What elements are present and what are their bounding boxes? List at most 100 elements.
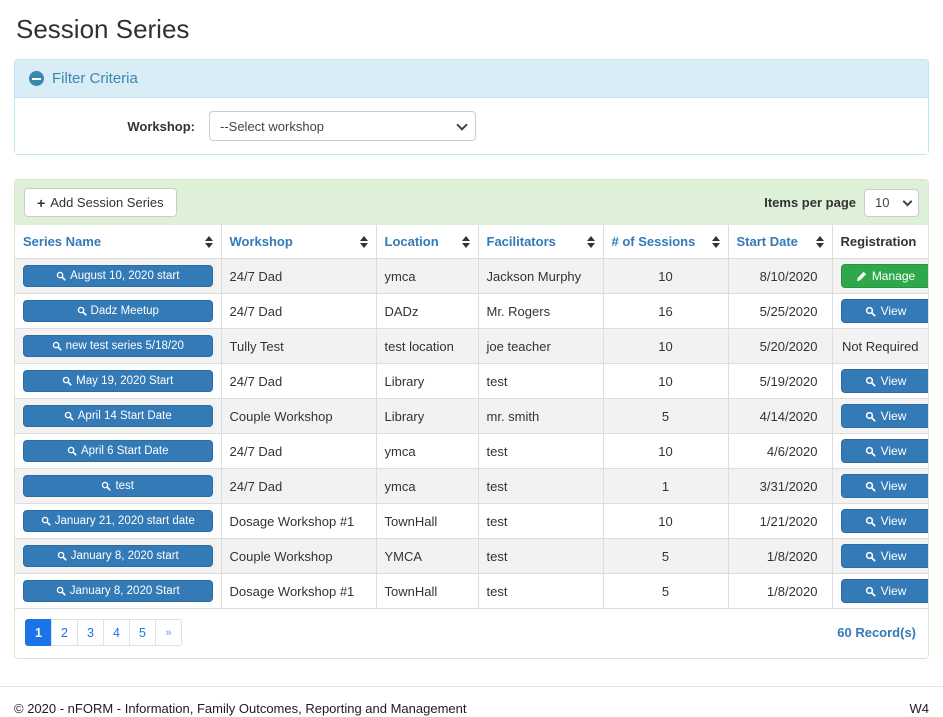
workshop-cell: 24/7 Dad: [220, 363, 376, 399]
series-name-button[interactable]: new test series 5/18/20: [23, 335, 213, 357]
location-cell: ymca: [375, 258, 478, 294]
column-header-location[interactable]: Location: [375, 225, 478, 259]
facilitators-cell: test: [477, 433, 603, 469]
search-icon: [865, 551, 876, 562]
facilitators-cell: test: [477, 573, 603, 609]
search-icon: [67, 446, 77, 456]
column-header-series-name[interactable]: Series Name: [15, 225, 221, 259]
registration-cell: View: [831, 503, 928, 539]
view-registration-button[interactable]: View: [840, 369, 928, 393]
view-registration-button[interactable]: View: [840, 509, 928, 533]
manage-registration-button[interactable]: Manage: [840, 264, 928, 288]
workshop-select-wrap: --Select workshop: [209, 111, 476, 141]
column-header-start-date[interactable]: Start Date: [727, 225, 832, 259]
series-name-button[interactable]: April 14 Start Date: [23, 405, 213, 427]
filter-panel-title: Filter Criteria: [52, 70, 138, 87]
items-per-page-label: Items per page: [764, 195, 856, 210]
view-registration-button[interactable]: View: [840, 474, 928, 498]
footer-copyright: © 2020 - nFORM - Information, Family Out…: [14, 701, 467, 716]
workshop-cell: 24/7 Dad: [220, 293, 376, 329]
facilitators-cell: mr. smith: [477, 398, 603, 434]
filter-panel-header[interactable]: Filter Criteria: [15, 60, 928, 98]
search-icon: [56, 586, 66, 596]
session-series-panel: + Add Session Series Items per page 10: [14, 179, 929, 659]
location-cell: TownHall: [375, 503, 478, 539]
workshop-cell: 24/7 Dad: [220, 258, 376, 294]
registration-status-text: Not Required: [841, 338, 919, 354]
start-date-cell: 1/8/2020: [727, 538, 832, 574]
series-name-button[interactable]: April 6 Start Date: [23, 440, 213, 462]
session-series-table: Series Name Workshop Location Facilitato…: [15, 225, 928, 609]
series-name-button[interactable]: January 21, 2020 start date: [23, 510, 213, 532]
workshop-select[interactable]: --Select workshop: [209, 111, 476, 141]
workshop-cell: Dosage Workshop #1: [220, 503, 376, 539]
search-icon: [77, 306, 87, 316]
registration-cell: View: [831, 363, 928, 399]
filter-panel-body: Workshop: --Select workshop: [15, 98, 928, 154]
page-button-3[interactable]: 3: [77, 619, 104, 646]
sessions-cell: 10: [602, 258, 728, 294]
view-registration-button[interactable]: View: [840, 579, 928, 603]
series-name-button[interactable]: January 8, 2020 Start: [23, 580, 213, 602]
page-button-2[interactable]: 2: [51, 619, 78, 646]
location-cell: DADz: [375, 293, 478, 329]
page-button-4[interactable]: 4: [103, 619, 130, 646]
sessions-cell: 5: [602, 538, 728, 574]
search-icon: [865, 376, 876, 387]
view-registration-button[interactable]: View: [840, 544, 928, 568]
add-session-series-button[interactable]: + Add Session Series: [24, 188, 177, 217]
series-name-button[interactable]: May 19, 2020 Start: [23, 370, 213, 392]
start-date-cell: 4/14/2020: [727, 398, 832, 434]
sort-icon: [711, 235, 720, 248]
search-icon: [52, 341, 62, 351]
workshop-cell: 24/7 Dad: [220, 468, 376, 504]
sessions-cell: 10: [602, 363, 728, 399]
collapse-minus-icon[interactable]: [29, 71, 44, 86]
sort-icon: [461, 235, 470, 248]
table-row: Dadz Meetup 24/7 Dad DADz Mr. Rogers 16 5/25/…: [15, 293, 928, 329]
search-icon: [865, 516, 876, 527]
table-row: January 8, 2020 Start Dosage Workshop #1 T…: [15, 573, 928, 609]
start-date-cell: 1/21/2020: [727, 503, 832, 539]
search-icon: [865, 446, 876, 457]
table-row: January 21, 2020 start date Dosage Worksh…: [15, 503, 928, 539]
facilitators-cell: test: [477, 538, 603, 574]
sessions-cell: 5: [602, 573, 728, 609]
workshop-cell: Couple Workshop: [220, 398, 376, 434]
footer-environment-label: W4: [909, 701, 930, 716]
location-cell: ymca: [375, 468, 478, 504]
registration-cell: View: [831, 293, 928, 329]
series-name-button[interactable]: test: [23, 475, 213, 497]
sessions-cell: 10: [602, 503, 728, 539]
sessions-cell: 10: [602, 433, 728, 469]
series-name-button[interactable]: August 10, 2020 start: [23, 265, 213, 287]
registration-cell: Manage: [831, 258, 928, 294]
next-page-button[interactable]: »: [155, 619, 182, 646]
items-per-page: Items per page 10: [764, 188, 919, 217]
start-date-cell: 5/25/2020: [727, 293, 832, 329]
start-date-cell: 5/19/2020: [727, 363, 832, 399]
pencil-icon: [856, 271, 867, 282]
facilitators-cell: test: [477, 468, 603, 504]
series-name-button[interactable]: January 8, 2020 start: [23, 545, 213, 567]
view-registration-button[interactable]: View: [840, 299, 928, 323]
location-cell: test location: [375, 328, 478, 364]
sort-icon: [815, 235, 824, 248]
page-button-5[interactable]: 5: [129, 619, 156, 646]
page-button-1[interactable]: 1: [25, 619, 52, 646]
registration-cell: Not Required: [831, 328, 928, 364]
column-header-sessions[interactable]: # of Sessions: [602, 225, 728, 259]
location-cell: Library: [375, 363, 478, 399]
main-content: Session Series Filter Criteria Workshop:…: [14, 14, 929, 659]
items-per-page-select[interactable]: 10: [864, 188, 919, 217]
series-name-button[interactable]: Dadz Meetup: [23, 300, 213, 322]
sort-icon: [359, 235, 368, 248]
table-row: April 14 Start Date Couple Workshop Librar…: [15, 398, 928, 434]
add-session-series-label: Add Session Series: [50, 195, 164, 210]
table-header-row: Series Name Workshop Location Facilitato…: [15, 225, 928, 259]
search-icon: [57, 551, 67, 561]
view-registration-button[interactable]: View: [840, 404, 928, 428]
view-registration-button[interactable]: View: [840, 439, 928, 463]
column-header-facilitators[interactable]: Facilitators: [477, 225, 603, 259]
column-header-workshop[interactable]: Workshop: [220, 225, 376, 259]
